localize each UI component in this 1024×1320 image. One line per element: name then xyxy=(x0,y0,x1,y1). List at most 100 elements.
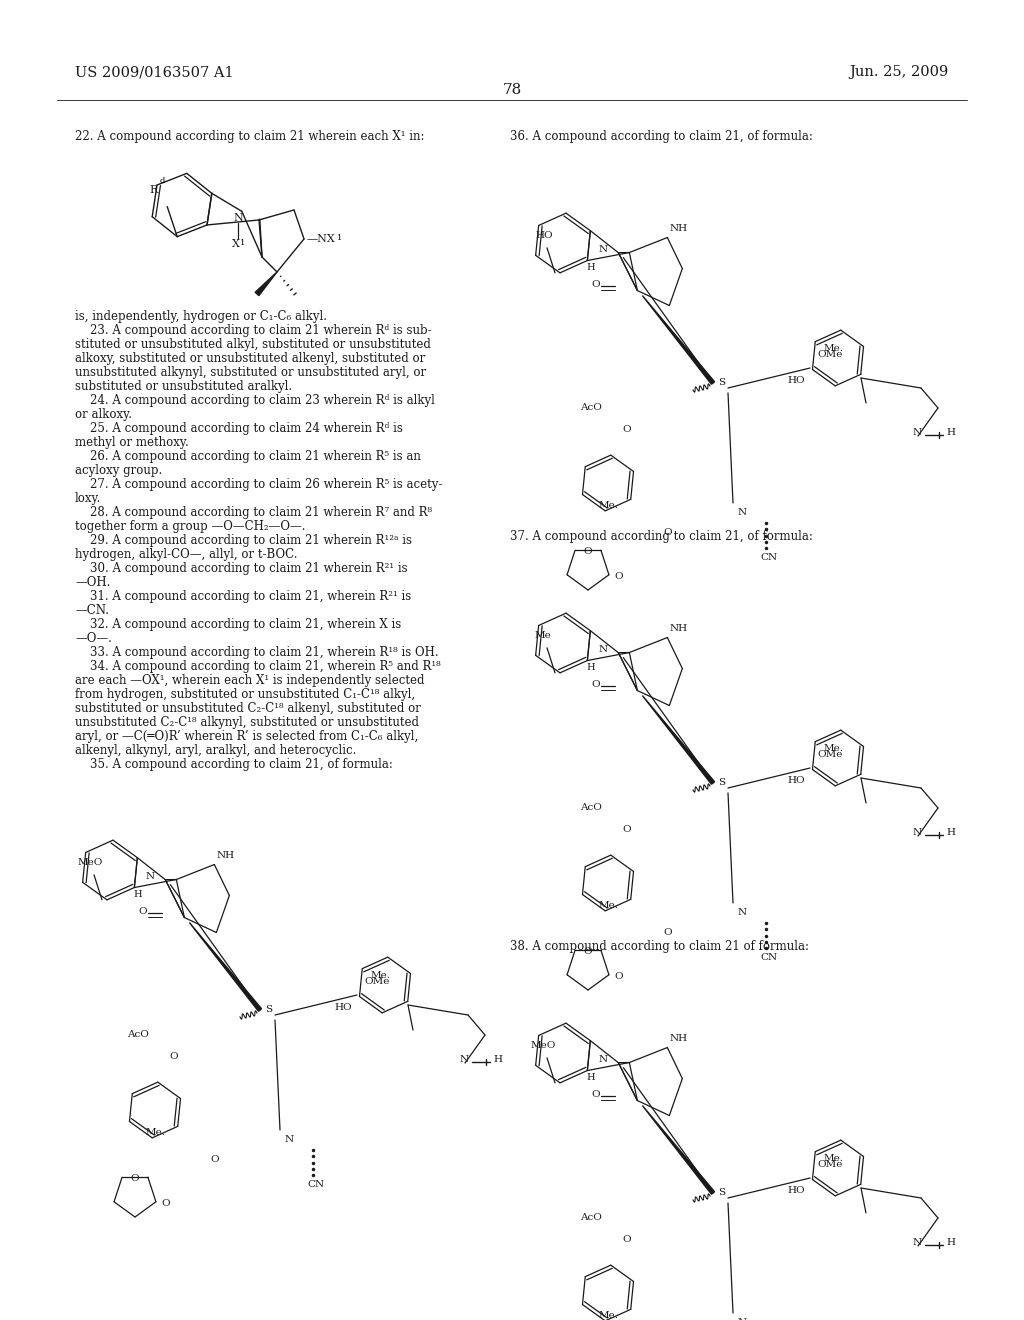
Text: O: O xyxy=(161,1199,170,1208)
Text: 24. A compound according to claim 23 wherein Rᵈ is alkyl: 24. A compound according to claim 23 whe… xyxy=(75,393,435,407)
Text: N: N xyxy=(913,1238,923,1247)
Text: Me.: Me. xyxy=(823,1154,844,1163)
Text: AcO: AcO xyxy=(580,803,602,812)
Polygon shape xyxy=(255,272,278,296)
Text: O: O xyxy=(591,280,600,289)
Text: loxy.: loxy. xyxy=(75,492,101,506)
Text: H: H xyxy=(587,263,595,272)
Text: from hydrogen, substituted or unsubstituted C₁-C¹⁸ alkyl,: from hydrogen, substituted or unsubstitu… xyxy=(75,688,415,701)
Text: N: N xyxy=(285,1135,294,1144)
Text: Me: Me xyxy=(535,631,552,640)
Polygon shape xyxy=(642,1106,715,1195)
Text: H: H xyxy=(946,428,955,437)
Text: X: X xyxy=(231,239,240,249)
Text: O: O xyxy=(622,425,631,434)
Text: AcO: AcO xyxy=(580,1213,602,1222)
Text: 1: 1 xyxy=(240,239,245,247)
Text: Me.: Me. xyxy=(371,970,390,979)
Text: hydrogen, alkyl-CO—, allyl, or t-BOC.: hydrogen, alkyl-CO—, allyl, or t-BOC. xyxy=(75,548,298,561)
Text: N: N xyxy=(233,214,244,223)
Text: HO: HO xyxy=(334,1003,352,1012)
Text: N: N xyxy=(913,828,923,837)
Text: methyl or methoxy.: methyl or methoxy. xyxy=(75,436,188,449)
Text: Me.: Me. xyxy=(599,902,618,911)
Text: 33. A compound according to claim 21, wherein R¹⁸ is OH.: 33. A compound according to claim 21, wh… xyxy=(75,645,438,659)
Text: unsubstituted alkynyl, substituted or unsubstituted aryl, or: unsubstituted alkynyl, substituted or un… xyxy=(75,366,426,379)
Text: 32. A compound according to claim 21, wherein X is: 32. A compound according to claim 21, wh… xyxy=(75,618,401,631)
Text: alkoxy, substituted or unsubstituted alkenyl, substituted or: alkoxy, substituted or unsubstituted alk… xyxy=(75,352,425,366)
Text: alkenyl, alkynyl, aryl, aralkyl, and heterocyclic.: alkenyl, alkynyl, aryl, aralkyl, and het… xyxy=(75,744,356,756)
Text: Me.: Me. xyxy=(823,743,844,752)
Text: OMe: OMe xyxy=(817,750,843,759)
Text: 28. A compound according to claim 21 wherein R⁷ and R⁸: 28. A compound according to claim 21 whe… xyxy=(75,506,432,519)
Text: N: N xyxy=(460,1055,469,1064)
Text: N: N xyxy=(598,244,607,253)
Text: H: H xyxy=(946,828,955,837)
Text: S: S xyxy=(718,378,725,387)
Text: S: S xyxy=(718,777,725,787)
Text: stituted or unsubstituted alkyl, substituted or unsubstituted: stituted or unsubstituted alkyl, substit… xyxy=(75,338,431,351)
Text: N: N xyxy=(145,871,155,880)
Text: S: S xyxy=(265,1005,272,1014)
Text: O: O xyxy=(663,528,672,537)
Text: —O—.: —O—. xyxy=(75,632,112,645)
Text: H: H xyxy=(587,663,595,672)
Text: US 2009/0163507 A1: US 2009/0163507 A1 xyxy=(75,65,233,79)
Text: O: O xyxy=(622,1236,631,1243)
Text: CN: CN xyxy=(760,553,777,562)
Text: O: O xyxy=(591,1090,600,1098)
Text: is, independently, hydrogen or C₁-C₆ alkyl.: is, independently, hydrogen or C₁-C₆ alk… xyxy=(75,310,327,323)
Text: NH: NH xyxy=(670,223,687,232)
Text: 23. A compound according to claim 21 wherein Rᵈ is sub-: 23. A compound according to claim 21 whe… xyxy=(75,323,432,337)
Text: d: d xyxy=(159,177,165,185)
Text: O: O xyxy=(210,1155,219,1164)
Text: NH: NH xyxy=(670,1034,687,1043)
Text: O: O xyxy=(614,572,623,581)
Text: N: N xyxy=(913,428,923,437)
Text: O: O xyxy=(622,825,631,834)
Text: N: N xyxy=(598,644,607,653)
Text: N: N xyxy=(738,1317,748,1320)
Text: O: O xyxy=(138,907,147,916)
Text: CN: CN xyxy=(760,953,777,962)
Text: Me.: Me. xyxy=(823,343,844,352)
Text: —NX: —NX xyxy=(307,234,336,244)
Text: aryl, or —C(═O)R’ wherein R’ is selected from C₁-C₆ alkyl,: aryl, or —C(═O)R’ wherein R’ is selected… xyxy=(75,730,418,743)
Text: 25. A compound according to claim 24 wherein Rᵈ is: 25. A compound according to claim 24 whe… xyxy=(75,422,402,436)
Text: 36. A compound according to claim 21, of formula:: 36. A compound according to claim 21, of… xyxy=(510,129,813,143)
Text: OMe: OMe xyxy=(365,977,390,986)
Text: 37. A compound according to claim 21, of formula:: 37. A compound according to claim 21, of… xyxy=(510,531,813,543)
Text: 38. A compound according to claim 21 of formula:: 38. A compound according to claim 21 of … xyxy=(510,940,809,953)
Text: or alkoxy.: or alkoxy. xyxy=(75,408,132,421)
Text: 35. A compound according to claim 21, of formula:: 35. A compound according to claim 21, of… xyxy=(75,758,393,771)
Text: MeO: MeO xyxy=(78,858,103,867)
Text: —CN.: —CN. xyxy=(75,605,109,616)
Text: substituted or unsubstituted C₂-C¹⁸ alkenyl, substituted or: substituted or unsubstituted C₂-C¹⁸ alke… xyxy=(75,702,421,715)
Text: Me.: Me. xyxy=(145,1129,166,1138)
Text: O: O xyxy=(663,928,672,937)
Text: —OH.: —OH. xyxy=(75,576,111,589)
Text: OMe: OMe xyxy=(817,350,843,359)
Text: 31. A compound according to claim 21, wherein R²¹ is: 31. A compound according to claim 21, wh… xyxy=(75,590,412,603)
Text: N: N xyxy=(738,508,748,517)
Text: unsubstituted C₂-C¹⁸ alkynyl, substituted or unsubstituted: unsubstituted C₂-C¹⁸ alkynyl, substitute… xyxy=(75,715,419,729)
Text: acyloxy group.: acyloxy group. xyxy=(75,465,162,477)
Text: O: O xyxy=(169,1052,177,1061)
Text: HO: HO xyxy=(787,376,805,385)
Text: CN: CN xyxy=(307,1180,325,1189)
Text: H: H xyxy=(133,890,142,899)
Text: 22. A compound according to claim 21 wherein each X¹ in:: 22. A compound according to claim 21 whe… xyxy=(75,129,425,143)
Text: S: S xyxy=(718,1188,725,1197)
Text: 26. A compound according to claim 21 wherein R⁵ is an: 26. A compound according to claim 21 whe… xyxy=(75,450,421,463)
Text: HO: HO xyxy=(535,231,553,240)
Polygon shape xyxy=(189,923,261,1011)
Polygon shape xyxy=(642,696,715,784)
Text: 78: 78 xyxy=(503,83,521,96)
Text: NH: NH xyxy=(216,850,234,859)
Text: O: O xyxy=(130,1175,138,1183)
Text: O: O xyxy=(583,548,592,556)
Text: HO: HO xyxy=(787,1185,805,1195)
Text: 34. A compound according to claim 21, wherein R⁵ and R¹⁸: 34. A compound according to claim 21, wh… xyxy=(75,660,440,673)
Text: Me.: Me. xyxy=(599,1311,618,1320)
Text: AcO: AcO xyxy=(580,403,602,412)
